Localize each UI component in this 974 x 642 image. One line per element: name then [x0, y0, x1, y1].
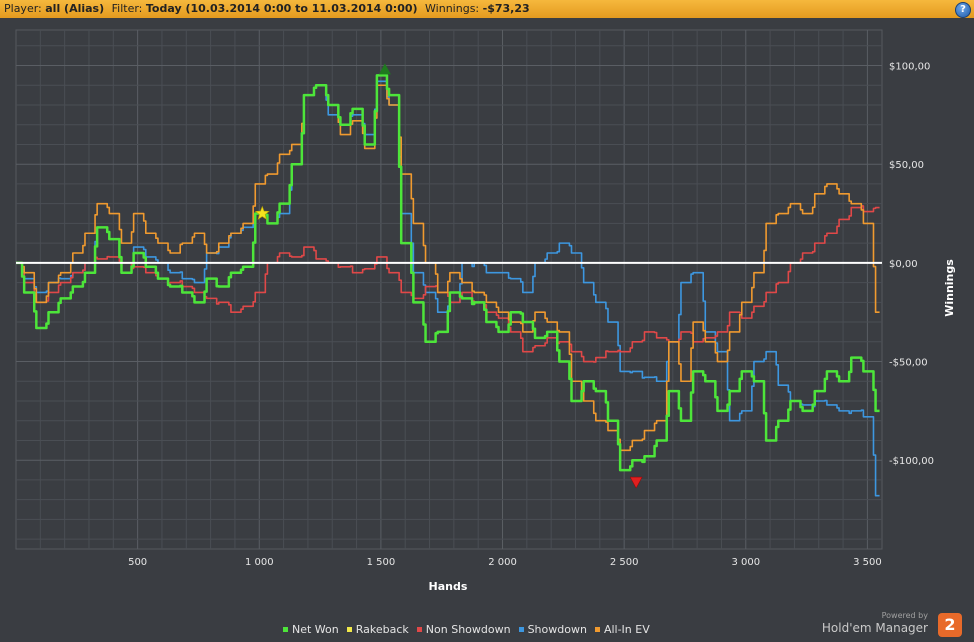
legend-item-all-in-ev[interactable]: All-In EV [594, 622, 650, 636]
x-tick-label: 2 500 [610, 557, 639, 568]
chart-header-bar: Player: all (Alias) Filter: Today (10.03… [0, 0, 974, 18]
y-tick-label: -$50,00 [889, 358, 928, 369]
legend-label: All-In EV [603, 622, 650, 636]
plot-area [15, 29, 883, 550]
legend-label: Rakeback [355, 622, 409, 636]
winnings-value: -$73,23 [482, 2, 530, 15]
filter-value: Today (10.03.2014 0:00 to 11.03.2014 0:0… [145, 2, 418, 15]
min-winnings-marker [629, 476, 643, 489]
series-line-all-in-ev [16, 84, 880, 452]
filter-label: Filter: [111, 2, 143, 15]
powered-by-text: Powered by [881, 611, 928, 620]
winnings-graph[interactable]: 500 1 000 1 500 2 000 2 500 3 000 3 500 $100,00… [0, 18, 974, 618]
x-tick-label: 1 500 [367, 557, 396, 568]
player-label: Player: [4, 2, 42, 15]
product-name: Hold'em Manager [821, 621, 928, 635]
series-line-net-won [16, 74, 880, 472]
chart-markers [254, 63, 643, 489]
series-lines [16, 74, 882, 497]
help-icon[interactable]: ? [955, 2, 971, 18]
legend-item-non-showdown[interactable]: Non Showdown [416, 622, 511, 636]
x-tick-label: 3 000 [731, 557, 760, 568]
max-winnings-marker [378, 63, 391, 75]
y-tick-label: $0,00 [889, 259, 918, 270]
player-value: all (Alias) [45, 2, 105, 15]
axis-ticks: 500 1 000 1 500 2 000 2 500 3 000 3 500 $100,00… [128, 62, 934, 568]
legend-item-showdown[interactable]: Showdown [518, 622, 587, 636]
legend-swatch [594, 626, 600, 632]
x-tick-label: 2 000 [488, 557, 517, 568]
grid-lines [15, 29, 883, 550]
legend-item-rakeback[interactable]: Rakeback [346, 622, 409, 636]
y-tick-label: $50,00 [889, 160, 924, 171]
x-axis-label: Hands [429, 580, 468, 593]
y-tick-label: $100,00 [889, 62, 930, 73]
legend-label: Showdown [527, 622, 587, 636]
y-axis-label: Winnings [943, 259, 956, 317]
chart-legend: Net Won Rakeback Non Showdown Showdown All-I… [283, 622, 650, 636]
legend-label: Non Showdown [425, 622, 511, 636]
x-tick-label: 3 500 [853, 557, 882, 568]
x-tick-label: 1 000 [245, 557, 274, 568]
winnings-label: Winnings: [425, 2, 480, 15]
x-tick-label: 500 [128, 557, 147, 568]
legend-item-net-won[interactable]: Net Won [283, 622, 339, 636]
y-tick-label: -$100,00 [889, 456, 934, 467]
legend-swatch [346, 626, 352, 632]
legend-swatch [416, 626, 422, 632]
hm2-logo-icon: 2 [938, 613, 962, 637]
legend-swatch [283, 626, 288, 632]
star-marker [254, 205, 270, 220]
legend-swatch [518, 626, 524, 632]
legend-label: Net Won [292, 622, 339, 636]
holdem-manager-branding: Powered by Hold'em Manager 2 [816, 611, 966, 639]
